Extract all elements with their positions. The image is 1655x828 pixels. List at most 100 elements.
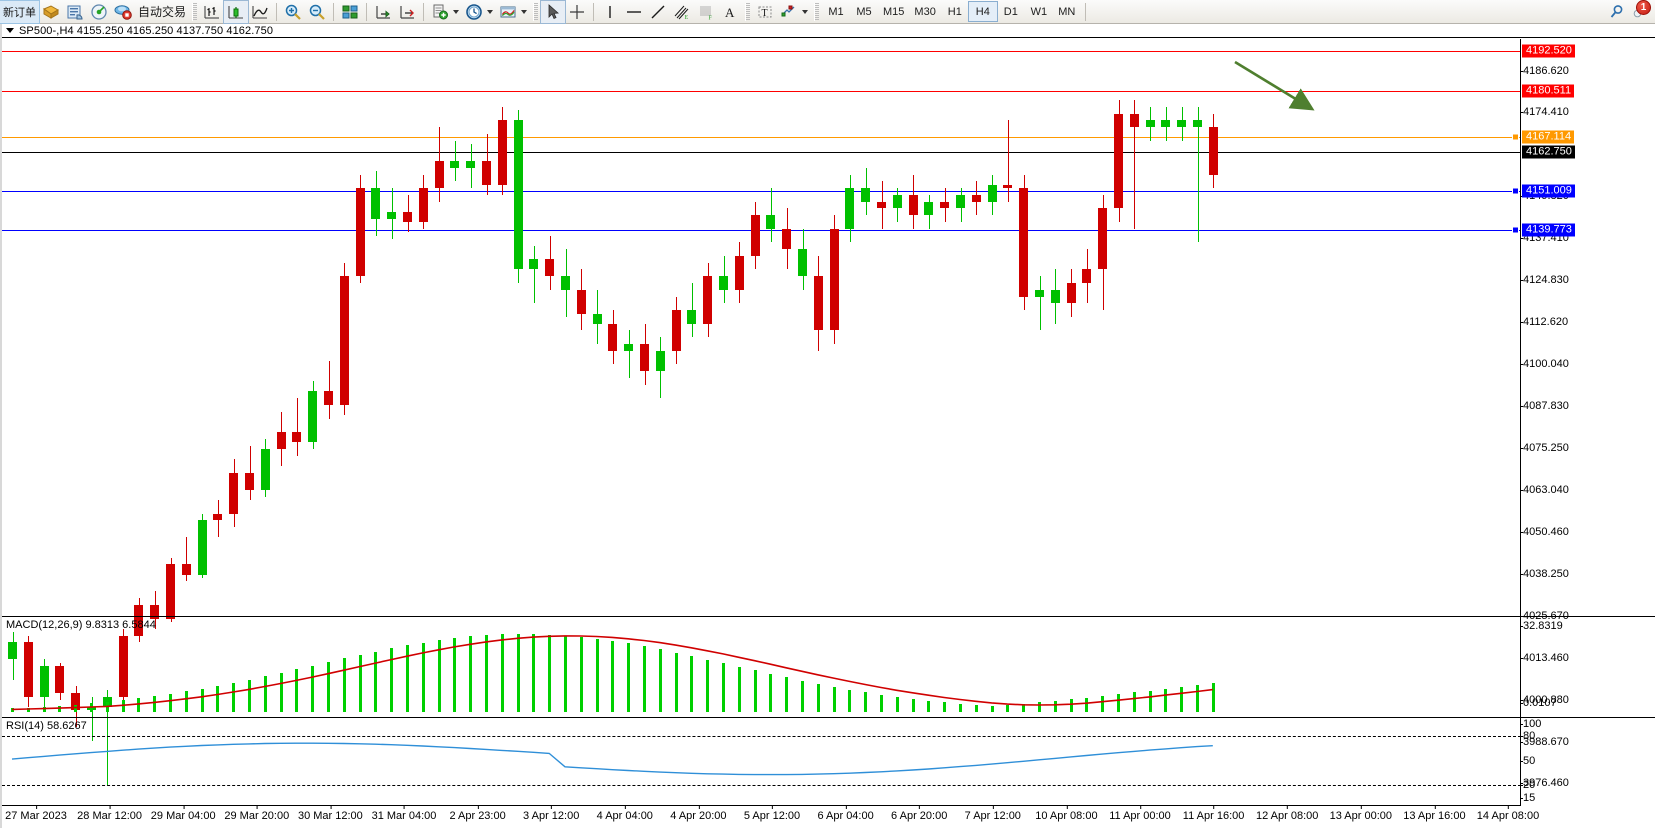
text-button[interactable]: A [718,1,742,23]
period-icon [466,3,482,20]
level-line-resistance[interactable] [2,50,1521,52]
macd-bar [880,694,883,712]
level-anchor-support[interactable] [1512,187,1519,195]
candle-body [829,228,839,331]
timeframe-mn[interactable]: MN [1058,5,1076,18]
equidistant-channel-button[interactable]: E [670,1,694,23]
candle-body [55,666,65,694]
candle-body [845,188,855,229]
news-button[interactable] [63,1,87,23]
price-label-support[interactable]: 4151.009 [1522,184,1575,198]
trendline-button[interactable] [646,1,670,23]
search-button[interactable] [1605,1,1629,23]
timeframe-d1[interactable]: D1 [1003,5,1018,18]
search-icon [1610,4,1623,18]
objects-button[interactable] [777,1,811,23]
level-line-resistance[interactable] [2,91,1521,93]
price-label-last-price[interactable]: 4162.750 [1522,145,1575,159]
text-label-button[interactable]: T [753,1,777,23]
auto-scroll-button[interactable] [395,1,419,23]
price-label-support[interactable]: 4139.773 [1522,223,1575,237]
bar-chart-icon [204,5,220,19]
candle-body [861,188,871,202]
price-label-pivot[interactable]: 4167.114 [1522,130,1575,144]
macd-bar [1085,697,1089,712]
toolbar-divider-4 [423,2,425,21]
candle-body [339,276,349,406]
candlestick-chart-button[interactable] [223,0,250,24]
new-indicator-icon [433,4,449,19]
time-tick: 6 Apr 20:00 [891,805,948,822]
macd-bar [1180,686,1184,712]
signals-button[interactable] [87,1,111,23]
chevron-down-icon[interactable] [521,9,528,14]
briefcase-button[interactable] [39,1,63,23]
zoom-out-button[interactable] [305,1,329,23]
timeframe-w1[interactable]: W1 [1030,5,1048,18]
time-tick: 12 Apr 08:00 [1255,805,1319,822]
candle-wick [454,140,456,182]
time-axis: 27 Mar 2023 28 Mar 12:00 29 Mar 04:00 29 Ma… [2,805,1539,828]
zoom-in-button[interactable] [281,1,305,23]
expert-advisor-button[interactable] [111,1,135,23]
rsi-tick-80: 80 [1519,730,1536,742]
bar-chart-button[interactable] [200,1,224,23]
time-tick: 29 Mar 20:00 [224,805,290,822]
macd-bar [279,672,283,712]
chevron-down-icon[interactable] [453,9,460,14]
timeframe-m1[interactable]: M1 [828,5,844,18]
macd-bar [311,665,315,712]
alerts-button[interactable]: 1 [1629,0,1651,21]
macd-bar [342,658,346,712]
crosshair-button[interactable] [565,1,589,23]
line-chart-icon [252,5,268,19]
horizontal-line-button[interactable] [622,1,646,23]
macd-pane[interactable]: MACD(12,26,9) 9.8313 6.5844 [2,616,1521,717]
candle-body [482,161,491,185]
timeframe-h4[interactable]: H4 [967,1,998,22]
tile-windows-button[interactable] [338,1,362,23]
new-indicator-button[interactable] [428,1,462,23]
shift-chart-button[interactable] [371,1,395,23]
chevron-down-icon[interactable] [487,9,494,14]
fibonacci-button[interactable]: F [694,1,718,23]
level-line-last-price[interactable] [2,151,1521,153]
macd-bar [753,670,757,712]
level-line-support[interactable] [2,229,1521,231]
macd-bar [927,700,931,712]
cursor-button[interactable] [540,0,567,24]
timeframe-h1[interactable]: H1 [947,5,962,18]
price-label-resistance[interactable]: 4192.520 [1522,44,1575,58]
rsi-pane[interactable]: RSI(14) 58.6267 [2,717,1521,805]
level-anchor-support[interactable] [1512,226,1519,234]
chart-menu-caret-icon[interactable] [6,28,14,33]
timeframe-m5[interactable]: M5 [856,5,872,18]
level-line-support[interactable] [2,191,1521,193]
price-tick: 4038.250 [1520,567,1569,580]
macd-bar [1164,688,1168,712]
tile-windows-icon [342,5,358,18]
time-tick: 30 Mar 12:00 [297,805,363,822]
macd-bar [169,693,172,712]
candle-body [561,276,570,290]
level-line-pivot[interactable] [2,136,1521,138]
price-label-resistance[interactable]: 4180.511 [1522,84,1575,98]
price-tick: 4112.620 [1519,315,1569,328]
candle-body [956,194,965,209]
level-anchor-pivot[interactable] [1512,133,1519,141]
period-button[interactable] [462,1,496,23]
new-order-button[interactable]: 新订单 [0,0,40,24]
timeframe-m15[interactable]: M15 [883,5,905,18]
vertical-line-button[interactable] [598,1,622,23]
chevron-down-icon[interactable] [802,9,809,14]
auto-trading-button[interactable]: 自动交易 [135,1,189,23]
candle-wick [533,245,535,304]
line-chart-button[interactable] [248,1,272,23]
macd-bar [137,698,141,712]
price-scale[interactable]: 4186.6204174.4104149.8204137.4104124.830… [1519,39,1655,805]
macd-bar [1211,682,1215,712]
timeframe-m30[interactable]: M30 [914,5,936,18]
macd-bar [990,706,994,712]
price-plot-area[interactable] [2,39,1521,805]
templates-button[interactable] [496,1,530,23]
